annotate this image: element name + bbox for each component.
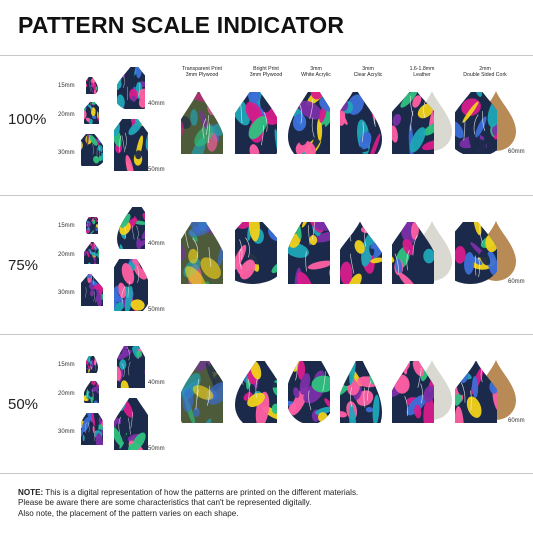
material-label-line2: White Acrylic	[301, 72, 331, 79]
size-label: 15mm	[58, 223, 75, 229]
size-label: 50mm	[148, 167, 165, 173]
pattern-drop-15mm	[86, 217, 98, 234]
pattern-drop-15mm	[86, 356, 98, 373]
material-drop-clear-acrylic	[340, 361, 382, 423]
material-drop-cork	[455, 361, 497, 423]
material-label: 2mm Double Sided Cork	[455, 66, 515, 78]
material-label-line1: Transparent Print	[182, 66, 222, 72]
material-label-line2: Double Sided Cork	[463, 72, 507, 79]
size-label: 30mm	[58, 150, 75, 156]
pattern-drop-40mm	[117, 346, 145, 388]
scale-row-50: 50%	[0, 334, 533, 474]
material-drop-clear-acrylic	[340, 92, 382, 154]
pattern-drop-40mm	[117, 207, 145, 249]
material-drop-cork	[455, 222, 497, 284]
material-label: Transparent Print 3mm Plywood	[172, 66, 232, 78]
pattern-drop-20mm	[84, 381, 99, 403]
scale-percent: 50%	[8, 396, 39, 413]
section-divider	[0, 55, 533, 56]
scale-row-75: 75%	[0, 195, 533, 335]
size-label: 40mm	[148, 101, 165, 107]
material-label-line1: 1.6-1.8mm	[409, 66, 435, 72]
material-drop-bright-plywood	[235, 92, 277, 154]
pattern-drop-40mm	[117, 67, 145, 109]
material-label: 3mm Clear Acrylic	[338, 66, 398, 78]
scale-percent: 100%	[8, 111, 47, 128]
material-drop-bright-plywood	[235, 361, 277, 423]
pattern-drop-50mm	[114, 398, 148, 450]
scale-percent: 75%	[8, 257, 39, 274]
section-divider	[0, 473, 533, 474]
size-label: 20mm	[58, 112, 75, 118]
note-line-1: This is a digital representation of how …	[43, 488, 359, 497]
size-label: 20mm	[58, 252, 75, 258]
pattern-drop-20mm	[84, 242, 99, 264]
pattern-drop-50mm	[114, 119, 148, 171]
material-label-line1: 3mm	[362, 66, 374, 72]
material-label-line2: 3mm Plywood	[185, 72, 219, 79]
material-drop-transparent-plywood	[181, 92, 223, 154]
note-label: NOTE:	[18, 488, 44, 497]
material-drop-transparent-plywood	[181, 361, 223, 423]
material-label: 3mm White Acrylic	[286, 66, 346, 78]
note-line-2: Please be aware there are some character…	[18, 498, 312, 508]
material-label-line2: Leather	[413, 72, 431, 79]
note-text: NOTE: This is a digital representation o…	[18, 488, 358, 519]
pattern-drop-50mm	[114, 259, 148, 311]
pattern-drop-30mm	[81, 274, 103, 306]
section-divider	[0, 334, 533, 335]
size-label: 20mm	[58, 391, 75, 397]
size-label: 30mm	[58, 290, 75, 296]
note-line-3: Also note, the placement of the pattern …	[18, 508, 239, 518]
material-drop-cork	[455, 92, 497, 154]
pattern-drop-15mm	[86, 77, 98, 94]
material-drop-leather	[392, 92, 434, 154]
size-label: 15mm	[58, 83, 75, 89]
material-label-line1: 2mm	[479, 66, 491, 72]
material-label-line1: Bright Print	[253, 66, 279, 72]
material-drop-clear-acrylic	[340, 222, 382, 284]
material-label-line2: Clear Acrylic	[353, 72, 383, 79]
scale-row-100: 100%	[0, 55, 533, 195]
size-label: 40mm	[148, 241, 165, 247]
section-divider	[0, 195, 533, 196]
size-label: 15mm	[58, 362, 75, 368]
size-label: 50mm	[148, 307, 165, 313]
material-label-line1: 3mm	[310, 66, 322, 72]
size-label: 50mm	[148, 446, 165, 452]
material-drop-bright-plywood	[235, 222, 277, 284]
material-drop-white-acrylic	[288, 361, 330, 423]
material-drop-white-acrylic	[288, 222, 330, 284]
size-label: 60mm	[508, 149, 525, 155]
page-title: PATTERN SCALE INDICATOR	[18, 12, 345, 38]
size-label: 60mm	[508, 279, 525, 285]
material-drop-leather	[392, 361, 434, 423]
size-label: 30mm	[58, 429, 75, 435]
material-label: Bright Print 3mm Plywood	[236, 66, 296, 78]
size-label: 40mm	[148, 380, 165, 386]
material-drop-transparent-plywood	[181, 222, 223, 284]
material-label-line2: 3mm Plywood	[249, 72, 283, 79]
material-label: 1.6-1.8mm Leather	[392, 66, 452, 78]
pattern-drop-30mm	[81, 134, 103, 166]
pattern-drop-20mm	[84, 102, 99, 124]
material-drop-leather	[392, 222, 434, 284]
material-drop-white-acrylic	[288, 92, 330, 154]
pattern-drop-30mm	[81, 413, 103, 445]
size-label: 60mm	[508, 418, 525, 424]
